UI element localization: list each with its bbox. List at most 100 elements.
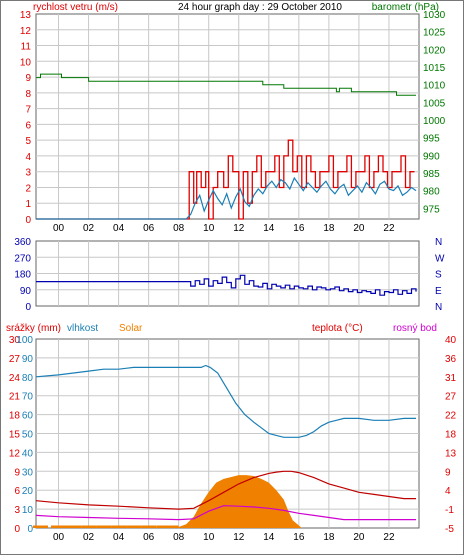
pressure-tick-990: 990 <box>423 151 440 162</box>
wind-tick-6: 6 <box>25 120 31 131</box>
p3-x-tick-08: 08 <box>173 532 185 543</box>
pressure-axis-label: barometr (hPa) <box>372 2 439 13</box>
wind-tick-12: 12 <box>20 26 32 37</box>
rain-bar <box>33 525 48 528</box>
pressure-tick-985: 985 <box>423 169 440 180</box>
p3-x-tick-20: 20 <box>353 532 365 543</box>
temperature-tick--5: -5 <box>445 524 454 535</box>
p1-x-tick-12: 12 <box>233 223 245 234</box>
p1-x-tick-04: 04 <box>113 223 125 234</box>
rain-tick-18: 18 <box>9 411 21 422</box>
direction-tick-360: 360 <box>14 237 31 248</box>
rain-bar <box>111 525 127 528</box>
rain-bar <box>126 525 142 528</box>
humidity-line <box>35 364 416 438</box>
humidity-tick-10: 10 <box>22 505 34 516</box>
p3-x-tick-18: 18 <box>323 532 335 543</box>
wind-tick-13: 13 <box>20 10 32 21</box>
compass-letter-4: N <box>435 302 442 313</box>
p3-x-tick-04: 04 <box>113 532 125 543</box>
rain-bar <box>96 525 112 528</box>
wind-tick-2: 2 <box>25 183 31 194</box>
pressure-tick-975: 975 <box>423 204 440 215</box>
wind-tick-5: 5 <box>25 136 31 147</box>
p1-x-tick-22: 22 <box>383 223 395 234</box>
rain-tick-3: 3 <box>14 505 20 516</box>
humidity-tick-30: 30 <box>22 467 34 478</box>
humidity-tick-100: 100 <box>16 335 33 346</box>
tick-layer: 0123456789101112139759809859909951000100… <box>9 10 457 543</box>
temperature-tick-22: 22 <box>445 411 457 422</box>
pressure-tick-1000: 1000 <box>423 116 446 127</box>
p3-x-tick-06: 06 <box>143 532 155 543</box>
wind-tick-1: 1 <box>25 199 31 210</box>
rain-tick-24: 24 <box>9 373 21 384</box>
solar-legend: Solar <box>119 323 143 334</box>
temperature-tick-18: 18 <box>445 430 457 441</box>
p1-x-tick-08: 08 <box>173 223 185 234</box>
humidity-tick-90: 90 <box>22 354 34 365</box>
label-layer: rychlost vetru (m/s) 24 hour graph day :… <box>6 2 439 334</box>
direction-tick-90: 90 <box>20 286 32 297</box>
rain-tick-27: 27 <box>9 354 21 365</box>
wind-average-line <box>36 176 417 220</box>
wind-tick-11: 11 <box>21 42 32 53</box>
wind-tick-10: 10 <box>20 57 32 68</box>
humidity-tick-70: 70 <box>22 392 34 403</box>
direction-tick-0: 0 <box>25 302 31 313</box>
chart-title: 24 hour graph day : 29 October 2010 <box>178 2 342 13</box>
wind-tick-3: 3 <box>25 168 31 179</box>
wind-tick-8: 8 <box>25 89 31 100</box>
p1-x-tick-06: 06 <box>143 223 155 234</box>
pressure-tick-1005: 1005 <box>423 98 446 109</box>
humidity-tick-0: 0 <box>27 524 33 535</box>
wind-speed-line <box>36 139 415 220</box>
grid-layer <box>35 13 420 529</box>
rain-tick-12: 12 <box>9 448 21 459</box>
pressure-tick-1010: 1010 <box>423 81 446 92</box>
p3-x-tick-14: 14 <box>263 532 275 543</box>
rain-bar <box>141 525 157 528</box>
wind-tick-4: 4 <box>25 152 31 163</box>
rain-axis-label: srážky (mm) <box>6 323 61 334</box>
plot-layer <box>33 73 417 528</box>
rain-bar <box>81 525 97 528</box>
p1-x-tick-02: 02 <box>83 223 95 234</box>
p3-x-tick-12: 12 <box>233 532 245 543</box>
solar-area <box>175 475 302 528</box>
temperature-tick-9: 9 <box>445 467 451 478</box>
p3-x-tick-02: 02 <box>83 532 95 543</box>
compass-letter-1: W <box>435 253 445 264</box>
wind-direction-line <box>36 274 417 296</box>
rain-bar <box>51 525 66 528</box>
humidity-tick-60: 60 <box>22 411 34 422</box>
temperature-legend: teplota (°C) <box>312 323 363 334</box>
compass-letter-3: E <box>435 286 442 297</box>
pressure-tick-1020: 1020 <box>423 45 446 56</box>
pressure-tick-1030: 1030 <box>423 10 446 21</box>
rain-tick-9: 9 <box>14 467 20 478</box>
p3-x-tick-16: 16 <box>293 532 305 543</box>
pressure-tick-995: 995 <box>423 134 440 145</box>
compass-letter-0: N <box>435 237 442 248</box>
p3-x-tick-00: 00 <box>53 532 65 543</box>
temperature-tick-4: 4 <box>445 486 451 497</box>
temperature-line <box>35 470 416 510</box>
rain-tick-6: 6 <box>14 486 20 497</box>
dewpoint-line <box>35 505 416 521</box>
humidity-legend: vlhkost <box>67 323 98 334</box>
rain-tick-15: 15 <box>9 430 21 441</box>
humidity-tick-20: 20 <box>22 486 34 497</box>
wind-tick-9: 9 <box>25 73 31 84</box>
direction-tick-270: 270 <box>14 253 31 264</box>
p3-x-tick-10: 10 <box>203 532 215 543</box>
wind-tick-0: 0 <box>25 215 31 226</box>
pressure-line <box>36 73 416 96</box>
temperature-tick--1: -1 <box>445 505 454 516</box>
humidity-tick-50: 50 <box>22 430 34 441</box>
direction-tick-180: 180 <box>14 270 31 281</box>
rain-tick-30: 30 <box>9 335 21 346</box>
p1-x-tick-00: 00 <box>53 223 65 234</box>
rain-tick-21: 21 <box>9 392 21 403</box>
